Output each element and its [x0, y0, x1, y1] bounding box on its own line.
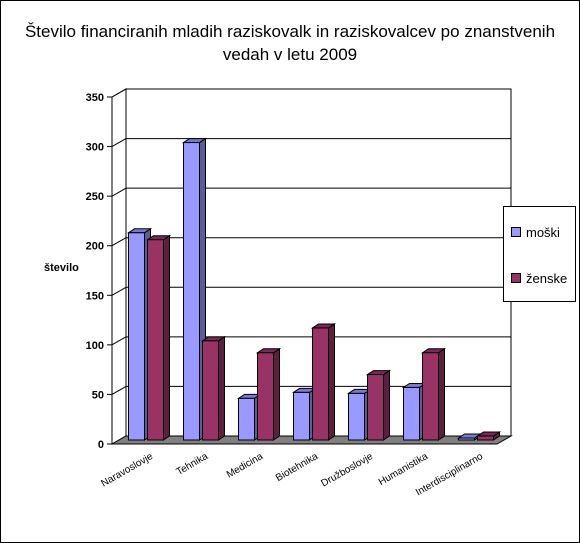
bar-moski-tehnika — [183, 142, 200, 441]
gridline-side — [111, 237, 127, 247]
bar-side-zenske-humanistika — [438, 347, 445, 441]
bar-zenske-humanistika — [422, 352, 439, 441]
bar-side-zenske-tehnika — [218, 335, 225, 441]
bar-zenske-interdisciplinarno — [477, 435, 494, 441]
y-tick-label: 50 — [92, 389, 104, 401]
gridline-side — [111, 385, 127, 395]
bar-moski-druzboslovje — [348, 392, 365, 441]
y-tick-label: 200 — [86, 241, 104, 253]
legend-label-zenske: ženske — [526, 271, 568, 286]
y-tick-label: 350 — [86, 92, 104, 104]
legend-label-moski: moški — [526, 225, 560, 240]
legend: moški ženske — [503, 206, 576, 302]
bar-zenske-tehnika — [202, 340, 219, 441]
gridline-side — [111, 187, 127, 197]
y-tick-label: 150 — [86, 290, 104, 302]
bar-zenske-biotehnika — [312, 327, 329, 441]
bar-moski-biotehnika — [293, 391, 310, 441]
bar-moski-medicina — [238, 397, 255, 441]
x-tick-label-naravoslovje: Naravoslovje — [99, 451, 155, 490]
x-tick-label-tehnika: Tehnika — [175, 451, 211, 478]
y-tick-label: 250 — [86, 191, 104, 203]
legend-swatch-zenske — [511, 273, 521, 283]
gridline-side — [111, 286, 127, 296]
legend-item-zenske: ženske — [511, 271, 567, 286]
bar-zenske-naravoslovje — [147, 239, 164, 441]
bar-moski-interdisciplinarno — [458, 437, 475, 441]
gridline-side — [111, 138, 127, 148]
bar-side-zenske-medicina — [273, 347, 280, 441]
bar-side-zenske-druzboslovje — [383, 369, 390, 441]
x-tick-label-humanistika: Humanistika — [377, 451, 431, 488]
gridline-side — [111, 88, 127, 98]
bar-zenske-druzboslovje — [367, 374, 384, 441]
bar-moski-naravoslovje — [128, 232, 145, 441]
bar-moski-humanistika — [403, 386, 420, 441]
y-tick-label: 0 — [98, 439, 104, 451]
y-tick-label: 300 — [86, 142, 104, 154]
x-tick-label-medicina: Medicina — [225, 451, 266, 481]
gridline-side — [111, 336, 127, 346]
legend-item-moski: moški — [511, 225, 560, 240]
x-tick-label-druzboslovje: Družboslovje — [319, 451, 375, 490]
x-tick-label-biotehnika: Biotehnika — [274, 451, 320, 484]
bar-side-zenske-biotehnika — [328, 323, 335, 441]
y-tick-label: 100 — [86, 340, 104, 352]
legend-swatch-moski — [511, 227, 521, 237]
chart-title: Število financiranih mladih raziskovalk … — [24, 22, 556, 64]
bar-zenske-medicina — [257, 352, 274, 441]
y-axis-label: število — [44, 262, 79, 274]
bar-side-zenske-naravoslovje — [163, 234, 170, 441]
